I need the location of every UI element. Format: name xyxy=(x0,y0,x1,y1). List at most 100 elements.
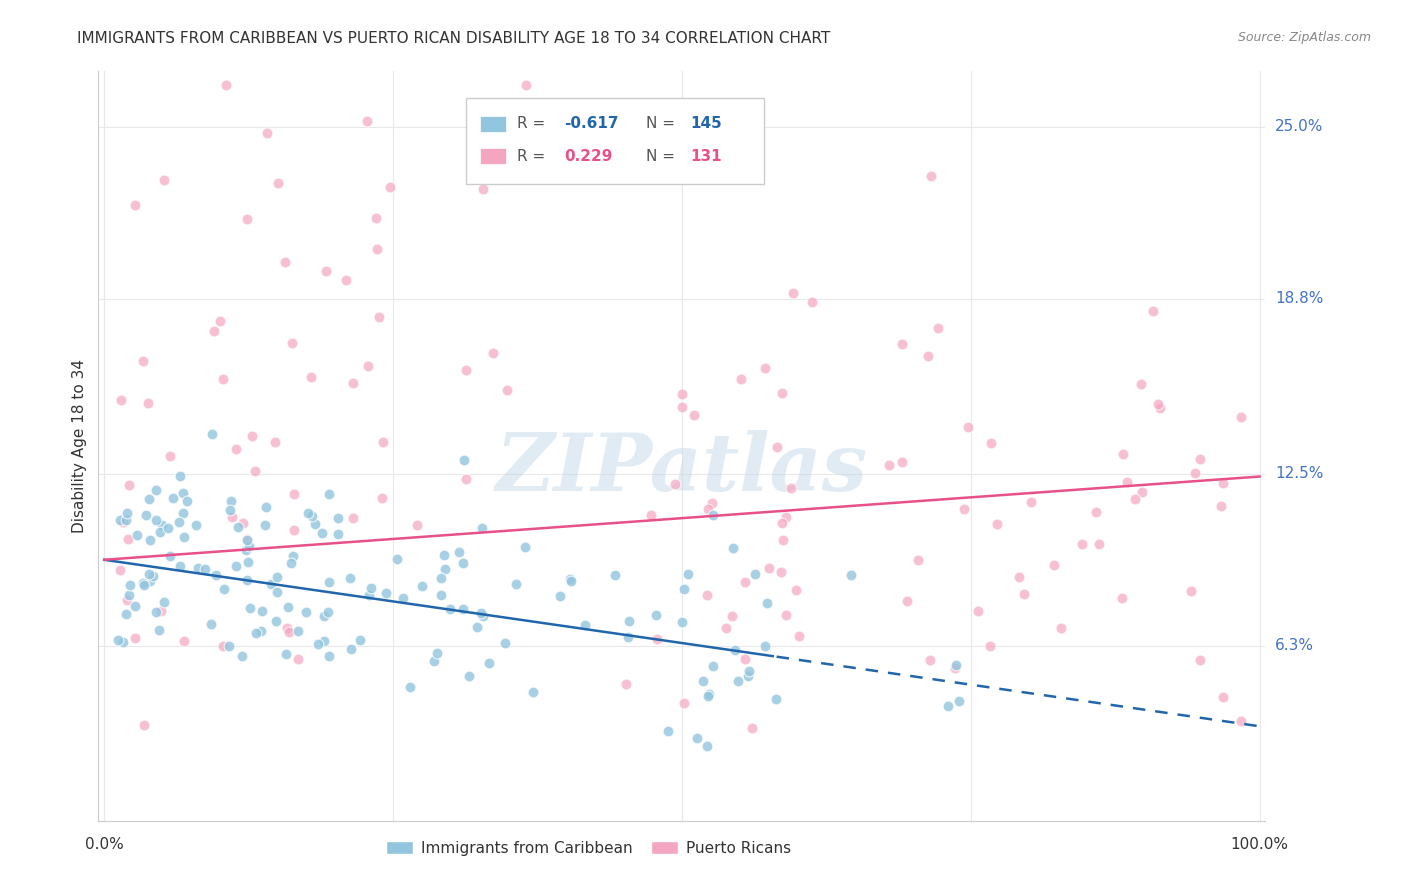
Point xyxy=(1087,537,1109,551)
Point xyxy=(686,731,709,745)
Point xyxy=(349,632,371,647)
Point xyxy=(1050,621,1073,635)
Point xyxy=(115,607,138,621)
Point xyxy=(967,604,990,618)
Point xyxy=(134,577,156,591)
Point xyxy=(1142,303,1164,318)
Point xyxy=(1230,410,1253,425)
Point xyxy=(150,518,173,533)
Text: IMMIGRANTS FROM CARIBBEAN VS PUERTO RICAN DISABILITY AGE 18 TO 34 CORRELATION CH: IMMIGRANTS FROM CARIBBEAN VS PUERTO RICA… xyxy=(77,31,831,46)
Point xyxy=(136,396,159,410)
Point xyxy=(264,434,287,449)
Point xyxy=(145,513,167,527)
Point xyxy=(907,552,929,566)
Point xyxy=(1189,452,1212,467)
Point xyxy=(953,502,976,516)
Point xyxy=(522,172,544,186)
Point xyxy=(980,435,1002,450)
Point xyxy=(1115,475,1137,490)
Legend: Immigrants from Caribbean, Puerto Ricans: Immigrants from Caribbean, Puerto Ricans xyxy=(380,834,797,862)
Point xyxy=(176,494,198,508)
Point xyxy=(148,624,170,638)
Point xyxy=(114,513,136,527)
Point xyxy=(335,273,357,287)
Point xyxy=(426,646,449,660)
Point xyxy=(471,521,494,535)
Point xyxy=(927,321,949,335)
Point xyxy=(172,486,194,500)
Point xyxy=(936,698,959,713)
Point xyxy=(515,78,537,93)
Point xyxy=(371,435,394,450)
Point xyxy=(839,568,862,582)
Point xyxy=(214,582,236,596)
Point xyxy=(112,635,135,649)
Point xyxy=(145,605,167,619)
Point xyxy=(366,242,388,256)
Point xyxy=(117,588,139,602)
Point xyxy=(110,512,132,526)
Point xyxy=(697,502,720,516)
Point xyxy=(236,533,259,547)
Point xyxy=(754,639,776,653)
Point xyxy=(896,594,918,608)
Point xyxy=(918,653,941,667)
Point xyxy=(741,721,763,735)
Point xyxy=(619,614,641,628)
Point xyxy=(692,673,714,688)
Point xyxy=(156,521,179,535)
Point xyxy=(453,452,475,467)
Point xyxy=(1130,377,1153,392)
Point xyxy=(267,176,290,190)
Point xyxy=(135,508,157,522)
Y-axis label: Disability Age 18 to 34: Disability Age 18 to 34 xyxy=(72,359,87,533)
Point xyxy=(186,517,208,532)
Point xyxy=(360,582,382,596)
Point xyxy=(145,483,167,498)
Point xyxy=(1012,587,1035,601)
Point xyxy=(696,588,718,602)
Point xyxy=(920,169,942,183)
Point xyxy=(454,363,477,377)
Point xyxy=(640,508,662,523)
Point xyxy=(212,639,235,653)
Point xyxy=(458,669,481,683)
Point xyxy=(253,517,276,532)
Point xyxy=(236,573,259,587)
Point xyxy=(664,476,686,491)
Text: N =: N = xyxy=(645,116,679,131)
Point xyxy=(245,464,267,478)
Point xyxy=(110,392,132,407)
Point xyxy=(219,503,242,517)
Point xyxy=(702,508,724,522)
Point xyxy=(342,511,364,525)
Point xyxy=(671,400,693,414)
Point xyxy=(496,384,519,398)
FancyBboxPatch shape xyxy=(479,148,506,164)
Text: 0.229: 0.229 xyxy=(564,149,613,163)
Point xyxy=(891,455,914,469)
Point xyxy=(673,582,696,596)
Point xyxy=(721,609,744,624)
Point xyxy=(429,571,451,585)
Point xyxy=(454,473,477,487)
Point xyxy=(311,525,333,540)
Point xyxy=(505,577,527,591)
Point xyxy=(201,427,224,442)
Point xyxy=(891,336,914,351)
Point xyxy=(730,372,752,386)
Point xyxy=(770,385,793,400)
Text: R =: R = xyxy=(517,116,551,131)
Point xyxy=(754,360,776,375)
Point xyxy=(139,574,162,588)
Text: -0.617: -0.617 xyxy=(564,116,619,131)
Point xyxy=(1008,570,1031,584)
Point xyxy=(1123,491,1146,506)
Point xyxy=(108,563,131,577)
Point xyxy=(433,562,456,576)
Point xyxy=(785,582,807,597)
Point xyxy=(266,569,288,583)
Point xyxy=(700,496,723,510)
Point xyxy=(1130,484,1153,499)
Point xyxy=(522,685,544,699)
